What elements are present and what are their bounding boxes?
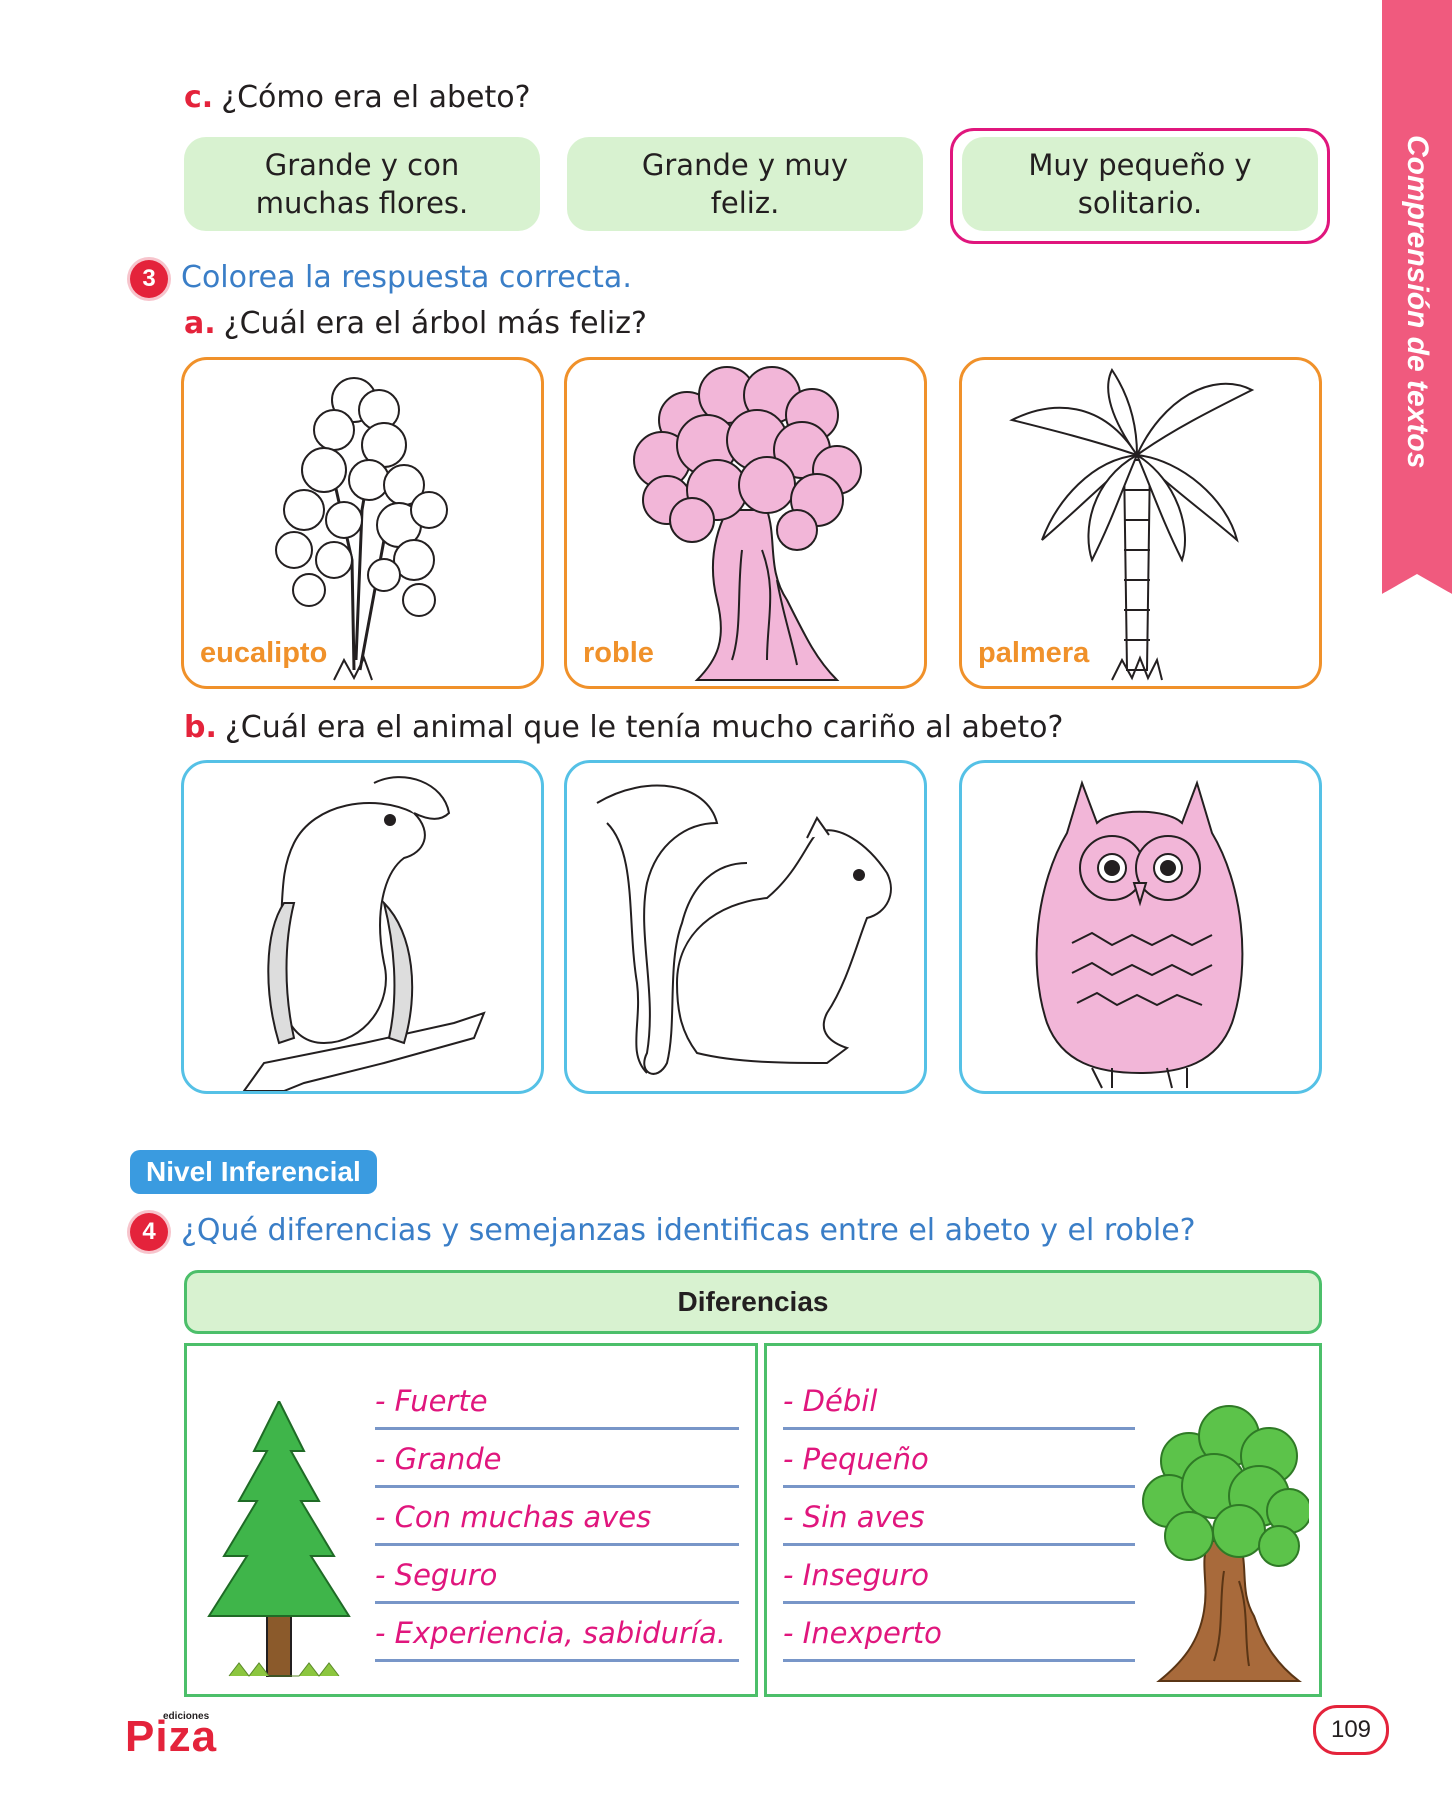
tree-card-roble[interactable]: roble [564, 357, 927, 689]
question-letter: c. [184, 80, 214, 115]
oak-tree-green-icon [1142, 1405, 1309, 1682]
palm-tree-icon [1009, 368, 1255, 681]
question-letter: a. [184, 306, 216, 341]
option-card[interactable]: Grande y muy feliz. [567, 137, 923, 231]
selected-option-outline [950, 128, 1330, 244]
question-text: ¿Cuál era el animal que le tenía mucho c… [224, 710, 1064, 745]
tree-card-eucalipto[interactable]: eucalipto [181, 357, 544, 689]
answer-line: - Inexperto [783, 1604, 1135, 1662]
answer-line: - Experiencia, sabiduría. [375, 1604, 739, 1662]
animal-card-owl[interactable] [959, 760, 1322, 1094]
side-tab [1382, 0, 1452, 592]
tree-card-palmera[interactable]: palmera [959, 357, 1322, 689]
oak-tree-icon [633, 366, 862, 681]
answer-line: - Sin aves [783, 1488, 1135, 1546]
option-text: Grande y con muchas flores. [255, 148, 469, 220]
publisher-logo: Piza [125, 1712, 218, 1761]
question-c: c. ¿Cómo era el abeto? [184, 80, 531, 115]
logo-small-text: ediciones [163, 1711, 210, 1722]
question-3b: b. ¿Cuál era el animal que le tenía mucho… [184, 710, 1063, 745]
tree-label: palmera [978, 637, 1090, 669]
question-3a: a. ¿Cuál era el árbol más feliz? [184, 306, 647, 341]
answer-line: - Pequeño [783, 1430, 1135, 1488]
eucalyptus-icon [275, 377, 448, 681]
differences-panel-left: - Fuerte - Grande - Con muchas aves - Se… [184, 1343, 758, 1697]
item-number-badge: 3 [130, 260, 168, 298]
differences-panel-right: - Débil - Pequeño - Sin aves - Inseguro … [764, 1343, 1322, 1697]
differences-header: Diferencias [184, 1270, 1322, 1334]
item-instruction: Colorea la respuesta correcta. [181, 260, 632, 295]
answer-line: - Inseguro [783, 1546, 1135, 1604]
level-badge: Nivel Inferencial [130, 1150, 377, 1194]
item-question: ¿Qué diferencias y semejanzas identifica… [181, 1213, 1196, 1248]
answer-line: - Con muchas aves [375, 1488, 739, 1546]
option-text: Grande y muy feliz. [641, 148, 849, 220]
question-letter: b. [184, 710, 217, 745]
tree-label: roble [583, 637, 654, 669]
right-answers: - Débil - Pequeño - Sin aves - Inseguro … [783, 1372, 1135, 1662]
tree-label: eucalipto [200, 637, 328, 669]
option-card[interactable]: Grande y con muchas flores. [184, 137, 540, 231]
page-number: 109 [1313, 1705, 1389, 1755]
item-number-badge: 4 [130, 1213, 168, 1251]
answer-line: - Débil [783, 1372, 1135, 1430]
owl-icon [1035, 779, 1244, 1089]
option-card-selected[interactable]: Muy pequeño y solitario. [962, 137, 1318, 231]
answer-line: - Seguro [375, 1546, 739, 1604]
side-tab-notch [1382, 560, 1452, 594]
question-text: ¿Cuál era el árbol más feliz? [223, 306, 647, 341]
left-answers: - Fuerte - Grande - Con muchas aves - Se… [375, 1372, 739, 1662]
squirrel-icon [596, 784, 892, 1075]
animal-card-bird[interactable] [181, 760, 544, 1094]
option-text: Muy pequeño y solitario. [1028, 148, 1252, 220]
question-text: ¿Cómo era el abeto? [221, 80, 531, 115]
animal-card-squirrel[interactable] [564, 760, 927, 1094]
answer-line: - Fuerte [375, 1372, 739, 1430]
fir-tree-icon [207, 1401, 351, 1677]
bird-icon [242, 776, 486, 1091]
side-tab-label: Comprensión de textos [1401, 135, 1434, 469]
answer-line: - Grande [375, 1430, 739, 1488]
